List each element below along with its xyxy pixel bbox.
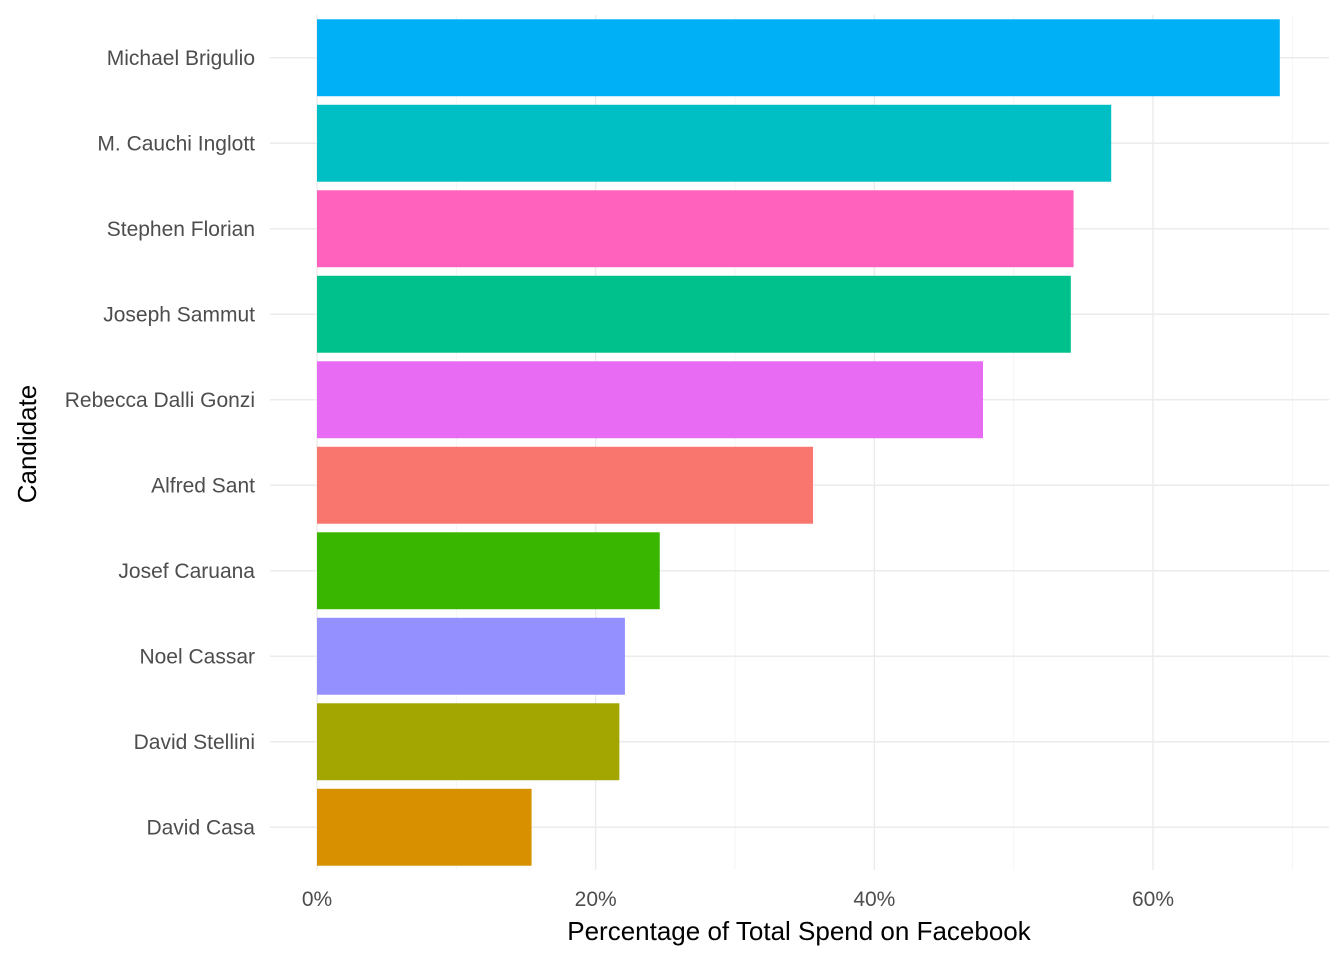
bar: [317, 104, 1112, 182]
y-tick-label: David Stellini: [134, 731, 255, 754]
y-tick-label: Noel Cassar: [139, 645, 255, 668]
y-tick-label: Michael Brigulio: [107, 47, 255, 70]
x-tick-label: 20%: [575, 888, 617, 911]
y-tick-labels: Michael Brigulio M. Cauchi Inglott Stephen…: [65, 47, 256, 840]
y-tick-label: Rebecca Dalli Gonzi: [65, 389, 255, 412]
bar: [317, 190, 1074, 268]
y-tick-label: M. Cauchi Inglott: [97, 132, 255, 155]
bar: [317, 703, 620, 781]
x-tick-labels: 0% 20% 40% 60%: [302, 888, 1174, 911]
x-tick-label: 60%: [1132, 888, 1174, 911]
y-axis-title: Candidate: [12, 385, 42, 504]
bar: [317, 19, 1280, 97]
y-tick-label: David Casa: [146, 816, 255, 839]
bars: [317, 19, 1280, 866]
bar: [317, 532, 660, 610]
x-axis-title: Percentage of Total Spend on Facebook: [567, 916, 1032, 946]
bar: [317, 617, 625, 695]
y-tick-label: Josef Caruana: [118, 560, 255, 583]
x-tick-label: 0%: [302, 888, 332, 911]
bar: [317, 446, 814, 524]
x-tick-label: 40%: [853, 888, 895, 911]
y-tick-label: Alfred Sant: [151, 474, 255, 497]
y-tick-label: Stephen Florian: [107, 218, 255, 241]
bar: [317, 788, 532, 866]
y-tick-label: Joseph Sammut: [103, 303, 255, 326]
bar: [317, 361, 984, 439]
bar: [317, 275, 1071, 353]
